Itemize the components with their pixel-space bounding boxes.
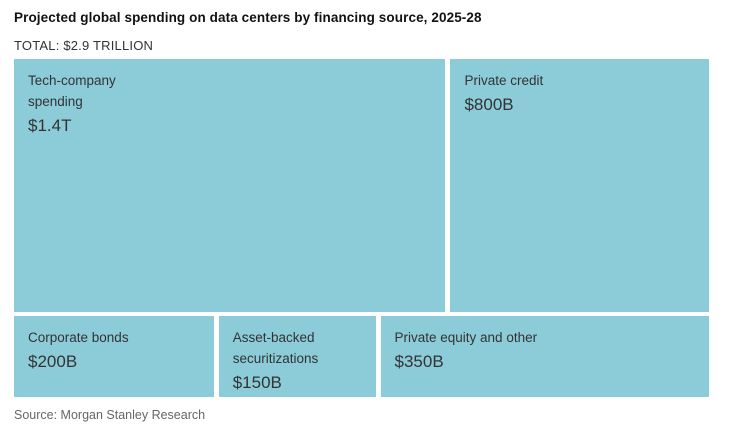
cell-label: Asset-backed securitizations bbox=[233, 327, 362, 369]
treemap-row-top: Tech-company spending $1.4T Private cred… bbox=[14, 59, 709, 313]
treemap-row-bottom: Corporate bonds $200B Asset-backed secur… bbox=[14, 316, 709, 397]
cell-value: $800B bbox=[464, 95, 514, 114]
cell-label-line: Tech-company bbox=[28, 73, 116, 88]
cell-label-line: securitizations bbox=[232, 351, 319, 367]
cell-value: $150B bbox=[232, 373, 282, 393]
cell-value: $1.4T bbox=[28, 116, 72, 135]
cell-label: Private equity and other bbox=[395, 327, 696, 348]
treemap-cell-tech-company-spending: Tech-company spending $1.4T bbox=[14, 59, 446, 313]
cell-label-line: Asset-backed bbox=[232, 330, 315, 346]
source-note: Source: Morgan Stanley Research bbox=[14, 408, 206, 422]
cell-value: $200B bbox=[28, 352, 78, 372]
treemap: Tech-company spending $1.4T Private cred… bbox=[14, 59, 709, 397]
treemap-cell-private-credit: Private credit $800B bbox=[450, 59, 709, 313]
chart-title: Projected global spending on data center… bbox=[14, 10, 482, 25]
treemap-cell-corporate-bonds: Corporate bonds $200B bbox=[14, 316, 214, 397]
treemap-cell-private-equity-and-other: Private equity and other $350B bbox=[380, 316, 709, 397]
chart-total-label: TOTAL: $2.9 TRILLION bbox=[14, 38, 154, 53]
cell-label-line: Private equity and other bbox=[394, 330, 538, 346]
cell-value: $350B bbox=[394, 352, 444, 372]
cell-label: Corporate bonds bbox=[28, 327, 200, 348]
cell-label: Private credit bbox=[464, 70, 695, 91]
treemap-cell-asset-backed-securitizations: Asset-backed securitizations $150B bbox=[218, 316, 376, 397]
cell-label-line: Private credit bbox=[464, 73, 544, 88]
cell-label: Tech-company spending bbox=[28, 70, 431, 112]
cell-label-line: Corporate bonds bbox=[28, 330, 129, 346]
cell-label-line: spending bbox=[28, 94, 83, 109]
